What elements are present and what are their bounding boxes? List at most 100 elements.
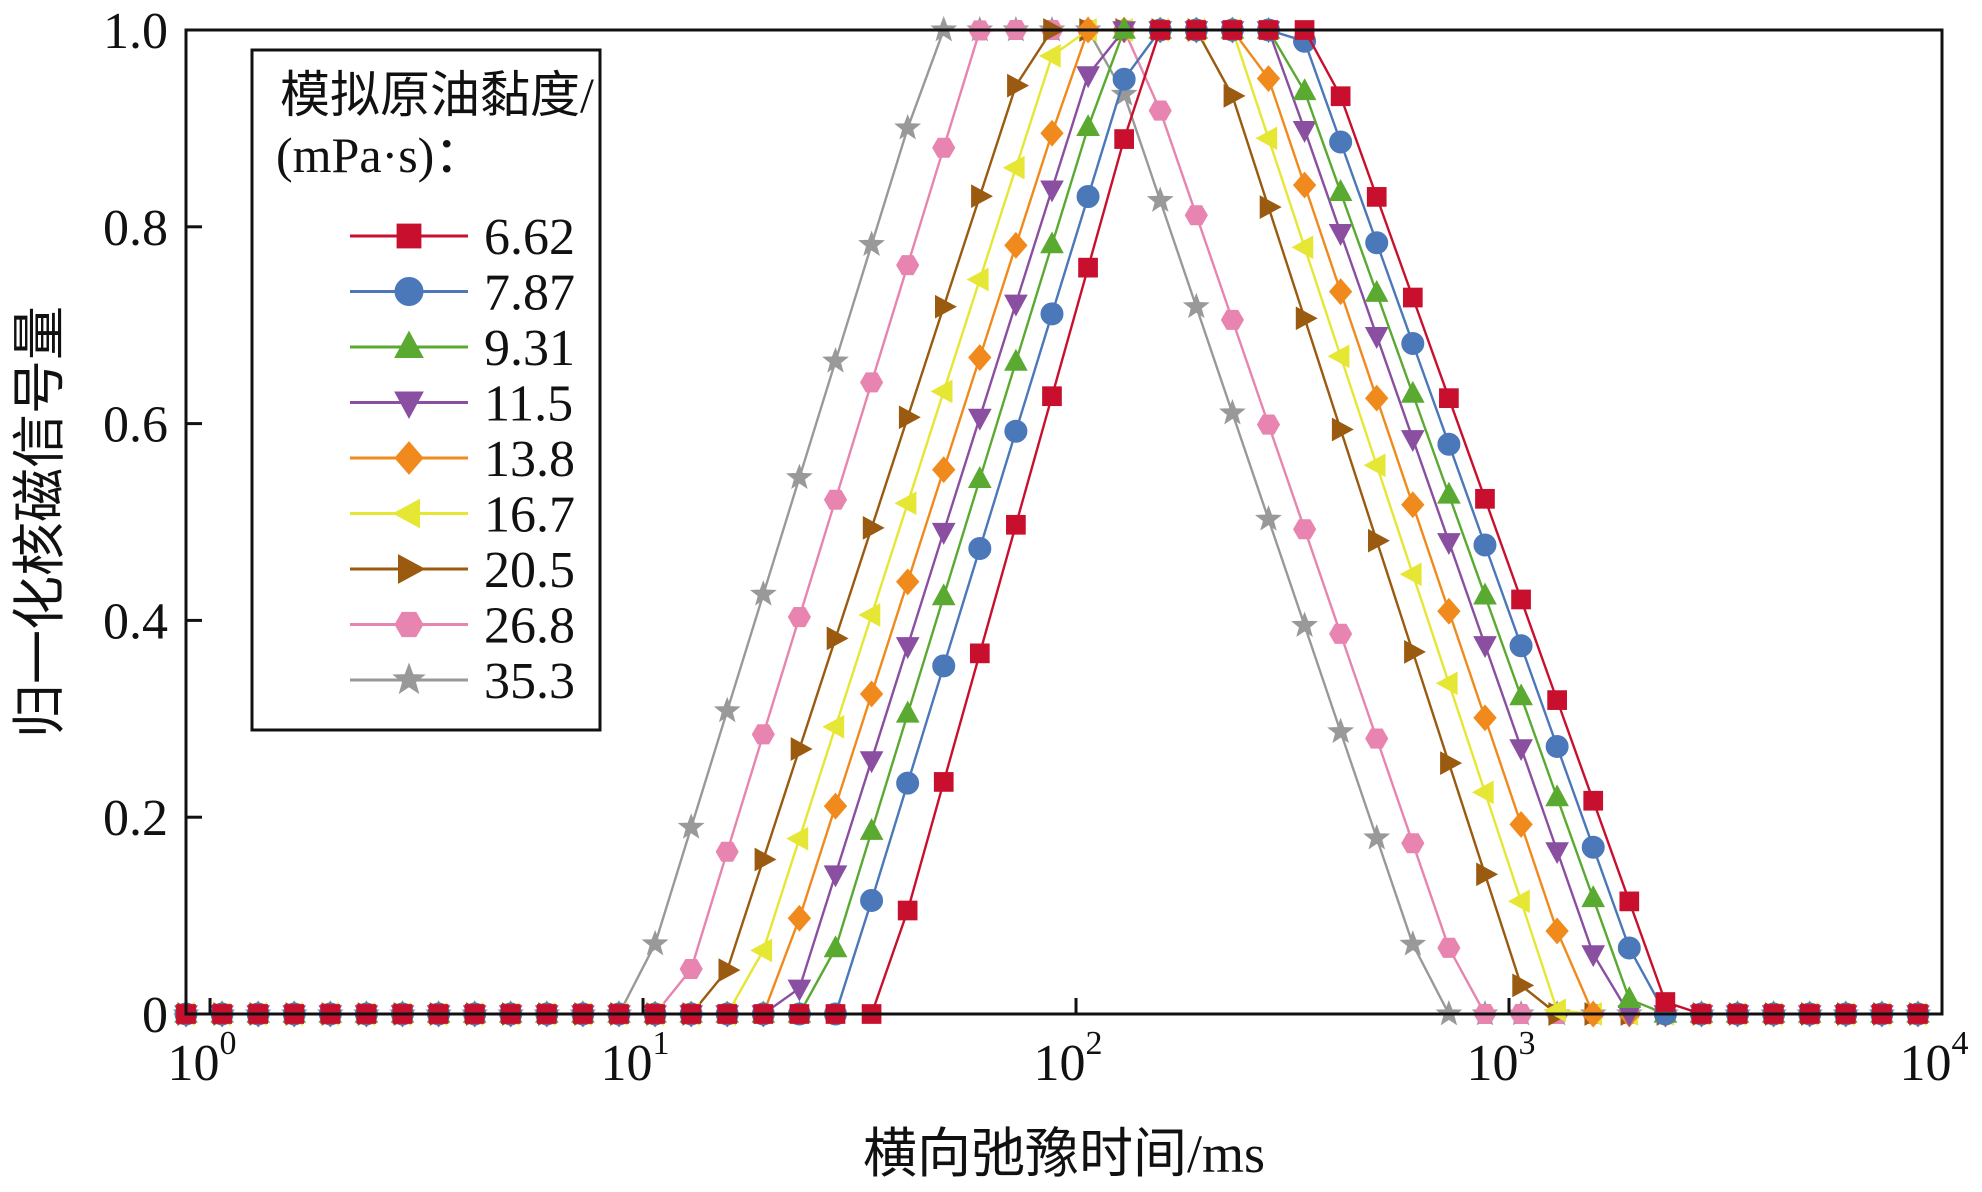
data-point: [1509, 811, 1533, 838]
legend-box: [250, 48, 602, 732]
data-point: [1617, 936, 1641, 960]
data-point: [823, 865, 848, 888]
data-point: [895, 637, 920, 660]
data-point: [1400, 430, 1425, 452]
data-point: [1509, 739, 1533, 762]
series-6.62: [176, 20, 1928, 1024]
data-point: [1366, 187, 1387, 207]
legend-title-line1: 模拟原油黏度/: [280, 67, 594, 123]
data-point: [823, 489, 848, 510]
data-point: [1437, 432, 1461, 456]
legend-label: 6.62: [484, 209, 575, 266]
x-tick-label: 102: [1034, 1025, 1103, 1092]
legend-marker: [398, 554, 426, 584]
data-point: [1399, 562, 1422, 587]
data-point: [787, 979, 812, 1002]
data-point: [1404, 640, 1426, 664]
data-point: [1473, 704, 1497, 732]
data-point: [1439, 388, 1459, 409]
data-point: [1400, 380, 1425, 403]
legend-label: 16.7: [484, 487, 575, 544]
data-point: [1292, 121, 1317, 143]
data-point: [1401, 833, 1425, 854]
data-point: [1655, 992, 1676, 1012]
data-point: [1476, 862, 1499, 887]
y-tick-label: 0.8: [103, 200, 168, 257]
data-point: [1399, 930, 1427, 956]
data-point: [823, 792, 848, 820]
data-point: [1293, 519, 1317, 540]
legend-marker: [394, 330, 424, 358]
x-tick-label: 101: [601, 1025, 670, 1092]
data-point: [715, 841, 739, 862]
legend-label: 11.5: [484, 376, 573, 433]
data-point: [718, 958, 741, 982]
data-point: [1401, 491, 1425, 519]
x-tick-label: 104: [1900, 1025, 1969, 1092]
data-point: [896, 568, 920, 596]
data-point: [1004, 419, 1028, 443]
legend-label: 26.8: [484, 598, 575, 655]
data-point: [971, 184, 993, 209]
data-point: [858, 603, 881, 627]
data-point: [1291, 611, 1318, 637]
legend-item: 35.3: [350, 653, 575, 710]
data-point: [1327, 717, 1355, 744]
data-point: [1114, 129, 1134, 149]
data-point: [750, 938, 773, 963]
legend-label: 20.5: [484, 542, 575, 599]
data-point: [1330, 86, 1351, 107]
data-point: [1076, 66, 1100, 89]
data-point: [1004, 231, 1028, 259]
data-point: [677, 813, 705, 839]
data-point: [1292, 78, 1317, 101]
data-point: [787, 607, 811, 628]
data-point: [822, 347, 849, 373]
data-point: [860, 372, 884, 393]
data-point: [858, 230, 885, 256]
data-point: [1004, 294, 1028, 317]
data-point: [1256, 414, 1281, 435]
data-point: [898, 405, 921, 430]
data-point: [932, 456, 956, 484]
data-point: [1040, 231, 1064, 254]
data-point: [1292, 171, 1317, 199]
data-point: [1291, 235, 1314, 260]
data-point: [1259, 195, 1282, 219]
legend-title-line2: (mPa·s)：: [276, 127, 484, 183]
data-point: [1545, 784, 1569, 807]
data-point: [1368, 528, 1390, 553]
legend-item: 16.7: [350, 487, 575, 544]
data-point: [897, 900, 918, 921]
data-point: [931, 522, 956, 545]
x-tick-label: 103: [1467, 1025, 1536, 1092]
data-point: [1512, 973, 1535, 998]
data-point: [1006, 514, 1026, 535]
data-point: [1365, 231, 1389, 255]
y-tick-label: 1.0: [103, 3, 168, 60]
data-point: [1223, 84, 1246, 108]
data-point: [1328, 179, 1353, 201]
y-tick-label: 0.4: [103, 593, 168, 650]
data-point: [969, 643, 990, 664]
data-point: [859, 818, 884, 840]
data-point: [1255, 126, 1278, 151]
data-point: [1511, 589, 1531, 610]
legend-item: 26.8: [350, 598, 575, 655]
data-point: [968, 344, 992, 371]
data-point: [1078, 257, 1098, 278]
legend-label: 7.87: [484, 265, 575, 322]
data-point: [862, 516, 885, 540]
data-point: [1437, 481, 1461, 504]
data-point: [1112, 67, 1136, 91]
data-point: [823, 935, 848, 958]
legend-marker: [392, 662, 426, 695]
data-point: [1437, 937, 1461, 958]
data-point: [1364, 327, 1389, 349]
data-point: [1473, 582, 1497, 605]
x-axis-label: 横向弛豫时间/ms: [863, 1124, 1265, 1184]
x-axis: 100 101 102 103 104: [168, 998, 1969, 1092]
legend-marker: [394, 611, 424, 638]
data-point: [1543, 998, 1566, 1023]
